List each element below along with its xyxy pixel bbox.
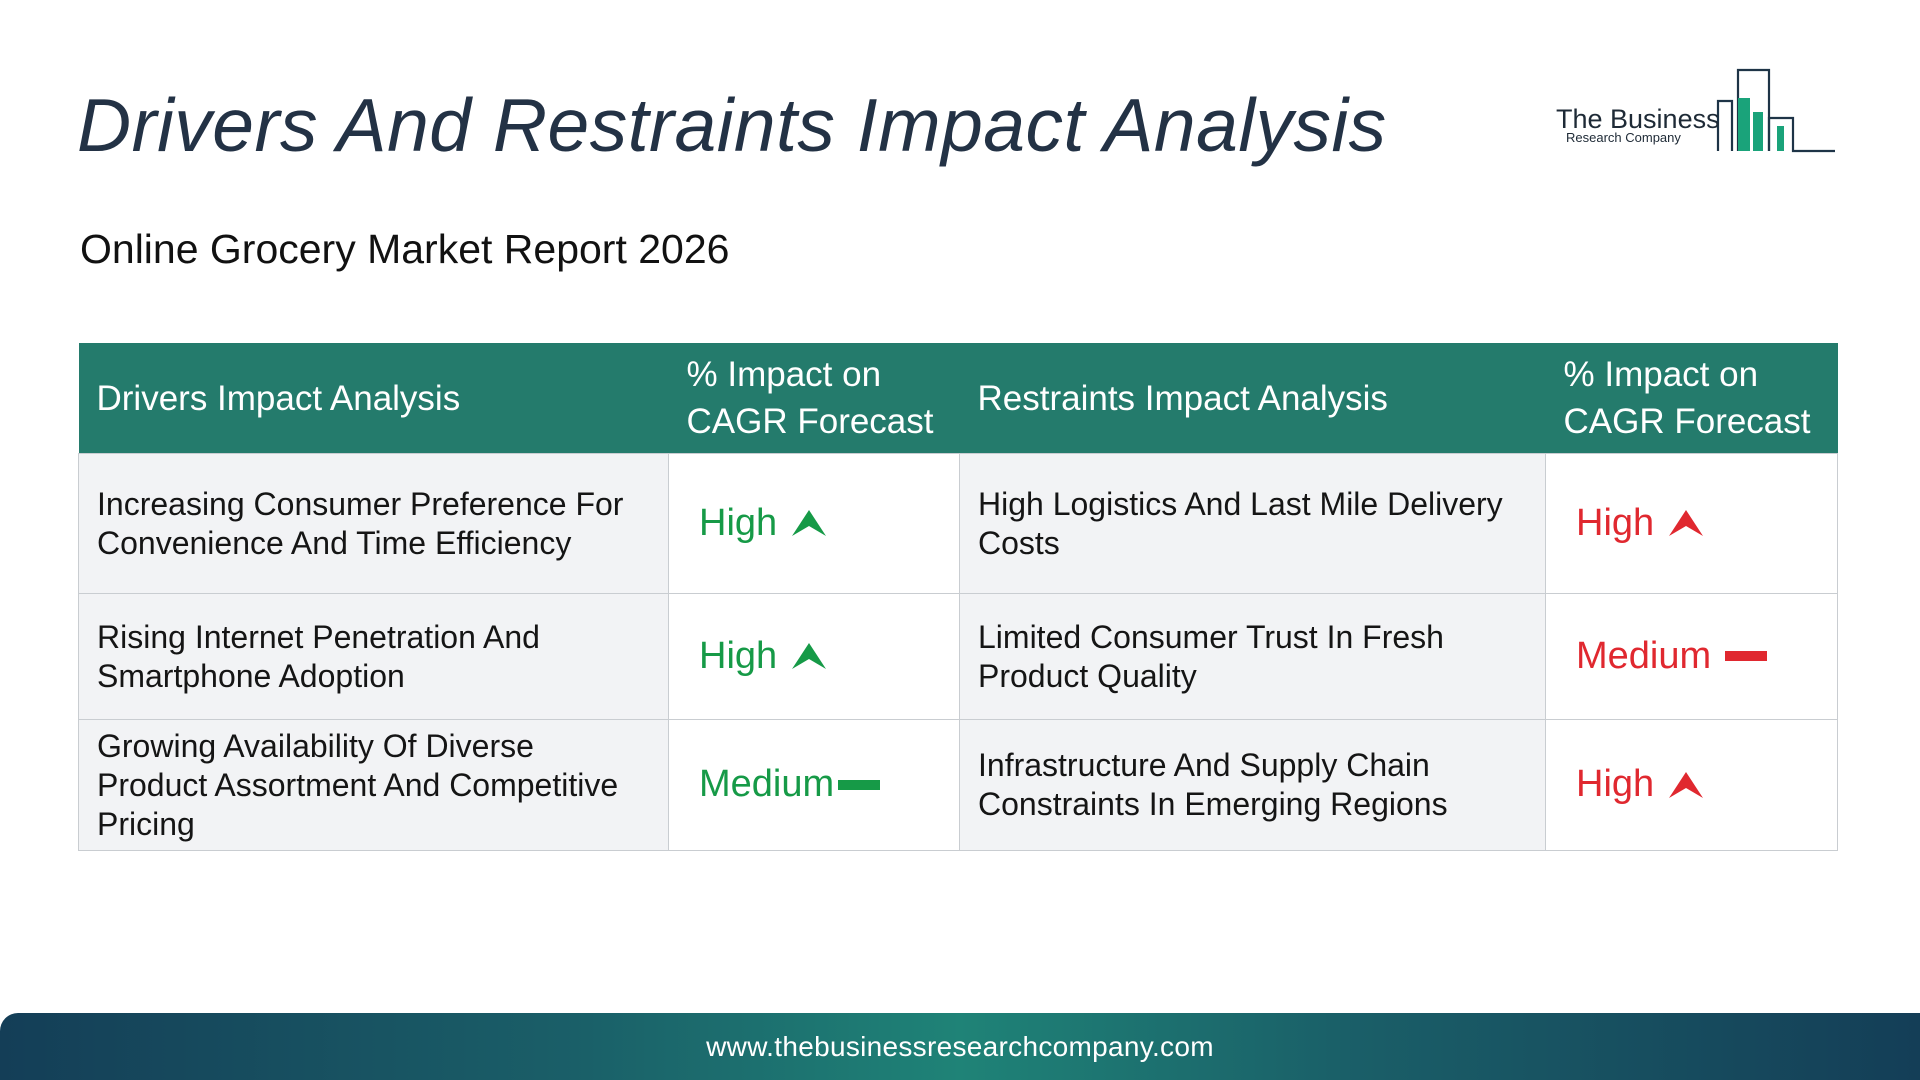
restraint-impact: Medium bbox=[1576, 634, 1768, 677]
driver-cell: Increasing Consumer Preference For Conve… bbox=[78, 453, 669, 594]
table-header-row: Drivers Impact Analysis % Impact on CAGR… bbox=[78, 343, 1838, 454]
restraint-cell: Infrastructure And Supply Chain Constrai… bbox=[959, 719, 1546, 851]
report-subtitle: Online Grocery Market Report 2026 bbox=[80, 226, 730, 272]
arrow-up-icon bbox=[792, 510, 827, 536]
logo-tagline: Research Company bbox=[1566, 130, 1681, 145]
restraint-impact-cell: High bbox=[1545, 453, 1838, 594]
dash-icon bbox=[1725, 651, 1768, 661]
logo-name: The Business bbox=[1556, 104, 1720, 134]
restraints-header: Restraints Impact Analysis bbox=[959, 343, 1546, 454]
restraint-cell: High Logistics And Last Mile Delivery Co… bbox=[959, 453, 1546, 594]
table-row: Growing Availability Of Diverse Product … bbox=[78, 719, 1838, 851]
drivers-impact-header: % Impact on CAGR Forecast bbox=[668, 343, 960, 454]
drivers-header: Drivers Impact Analysis bbox=[78, 343, 669, 454]
table-row: Rising Internet Penetration And Smartpho… bbox=[78, 593, 1838, 720]
driver-impact: High bbox=[699, 634, 827, 677]
driver-impact-label: High bbox=[699, 634, 778, 677]
driver-cell: Growing Availability Of Diverse Product … bbox=[78, 719, 669, 851]
footer-bar: www.thebusinessresearchcompany.com bbox=[0, 1013, 1920, 1080]
company-logo: The Business Research Company bbox=[1550, 66, 1840, 156]
driver-cell: Rising Internet Penetration And Smartpho… bbox=[78, 593, 669, 720]
restraint-impact-label: Medium bbox=[1576, 634, 1712, 677]
dash-icon bbox=[838, 779, 881, 790]
page-title: Drivers And Restraints Impact Analysis bbox=[77, 83, 1387, 167]
driver-impact: High bbox=[699, 501, 827, 544]
arrow-up-icon bbox=[792, 643, 827, 669]
arrow-up-icon bbox=[1669, 771, 1704, 798]
driver-impact-label: High bbox=[699, 501, 778, 544]
footer-url-link[interactable]: www.thebusinessresearchcompany.com bbox=[706, 1031, 1214, 1062]
arrow-up-icon bbox=[1669, 510, 1704, 536]
restraint-impact-cell: Medium bbox=[1545, 593, 1838, 720]
restraint-impact-label: High bbox=[1576, 501, 1655, 544]
restraint-cell: Limited Consumer Trust In Fresh Product … bbox=[959, 593, 1546, 720]
restraint-impact: High bbox=[1576, 501, 1704, 544]
driver-impact-cell: High bbox=[668, 453, 960, 594]
restraint-impact-label: High bbox=[1576, 763, 1655, 805]
restraints-impact-header: % Impact on CAGR Forecast bbox=[1545, 343, 1838, 454]
restraint-impact-cell: High bbox=[1545, 719, 1838, 851]
restraint-impact: High bbox=[1576, 765, 1704, 804]
driver-impact-cell: High bbox=[668, 593, 960, 720]
table-row: Increasing Consumer Preference For Conve… bbox=[78, 453, 1838, 594]
driver-impact: Medium bbox=[699, 763, 881, 805]
driver-impact-cell: Medium bbox=[668, 719, 960, 851]
driver-impact-label: Medium bbox=[699, 763, 835, 805]
logo-bars-icon bbox=[1716, 68, 1835, 153]
impact-table: Drivers Impact Analysis % Impact on CAGR… bbox=[78, 343, 1838, 851]
